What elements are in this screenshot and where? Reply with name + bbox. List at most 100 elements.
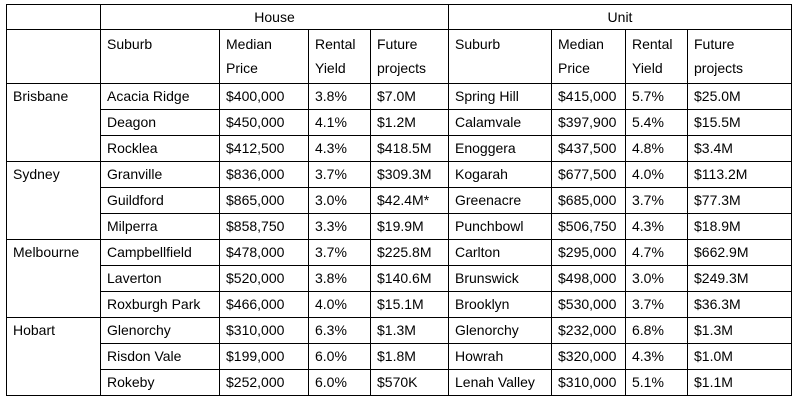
house-suburb-cell: Acacia Ridge [100,83,220,110]
house-median-price-cell: $199,000 [219,343,309,370]
house-rental-yield-cell: 4.1% [308,109,371,136]
unit-future-projects-cell: $1.3M [687,317,792,344]
house-future-projects-cell: $570K [370,369,449,396]
house-future-projects-cell: $225.8M [370,239,449,266]
unit-median-price-cell: $415,000 [551,83,626,110]
unit-suburb-cell: Greenacre [448,187,552,214]
unit-median-price-cell: $685,000 [551,187,626,214]
table-row: Rocklea $412,500 4.3% $418.5M Enoggera $437,5… [7,135,792,162]
table-row: Milperra $858,750 3.3% $19.9M Punchbowl $506,… [7,213,792,240]
house-suburb-cell: Laverton [100,265,220,292]
unit-rental-yield-cell: 4.0% [625,161,688,188]
unit-group-header: Unit [448,4,792,30]
house-suburb-cell: Campbellfield [100,239,220,266]
house-future-projects-cell: $19.9M [370,213,449,240]
table-row: Roxburgh Park $466,000 4.0% $15.1M Brooklyn $… [7,291,792,318]
house-rental-yield-cell: 4.3% [308,135,371,162]
unit-rental-yield-header: Rental Yield [625,29,688,84]
house-rental-yield-cell: 6.0% [308,343,371,370]
house-future-projects-header: Future projects [370,29,449,84]
unit-future-projects-cell: $77.3M [687,187,792,214]
unit-rental-yield-cell: 3.0% [625,265,688,292]
house-future-projects-cell: $42.4M* [370,187,449,214]
unit-median-price-cell: $506,750 [551,213,626,240]
unit-suburb-cell: Punchbowl [448,213,552,240]
house-future-projects-cell: $1.8M [370,343,449,370]
house-median-price-cell: $412,500 [219,135,309,162]
table-row: Hobart Glenorchy $310,000 6.3% $1.3M Glenorch… [6,317,792,396]
table-row: Risdon Vale $199,000 6.0% $1.8M Howrah $320,0… [7,343,792,370]
house-future-projects-cell: $1.3M [370,317,449,344]
unit-rental-yield-cell: 5.7% [625,83,688,110]
house-median-price-header: Median Price [219,29,309,84]
house-rental-yield-cell: 6.3% [308,317,371,344]
unit-suburb-cell: Kogarah [448,161,552,188]
house-suburb-cell: Roxburgh Park [100,291,220,318]
unit-median-price-cell: $498,000 [551,265,626,292]
unit-future-projects-cell: $1.0M [687,343,792,370]
house-future-projects-cell: $1.2M [370,109,449,136]
unit-rental-yield-cell: 6.8% [625,317,688,344]
unit-rental-yield-cell: 5.1% [625,369,688,396]
unit-future-projects-cell: $113.2M [687,161,792,188]
unit-rental-yield-cell: 4.8% [625,135,688,162]
group-header-row: House Unit [6,4,792,30]
unit-future-projects-cell: $36.3M [687,291,792,318]
house-median-price-cell: $466,000 [219,291,309,318]
city-cell: Melbourne [6,239,101,318]
house-suburb-cell: Risdon Vale [100,343,220,370]
unit-rental-yield-cell: 3.7% [625,291,688,318]
unit-median-price-cell: $320,000 [551,343,626,370]
house-rental-yield-cell: 3.3% [308,213,371,240]
unit-future-projects-cell: $662.9M [687,239,792,266]
unit-future-projects-cell: $25.0M [687,83,792,110]
unit-rental-yield-cell: 5.4% [625,109,688,136]
house-suburb-cell: Deagon [100,109,220,136]
unit-median-price-cell: $232,000 [551,317,626,344]
property-table: House Unit Suburb Median Price Rental Yiel… [6,4,792,396]
house-future-projects-cell: $309.3M [370,161,449,188]
unit-future-projects-header: Future projects [687,29,792,84]
corner-cell [6,4,101,30]
table-row: Laverton $520,000 3.8% $140.6M Brunswick $498… [7,265,792,292]
unit-median-price-cell: $530,000 [551,291,626,318]
house-future-projects-cell: $418.5M [370,135,449,162]
house-median-price-cell: $450,000 [219,109,309,136]
house-rental-yield-cell: 3.0% [308,187,371,214]
table-row: Rokeby $252,000 6.0% $570K Lenah Valley $310,… [7,369,792,396]
unit-future-projects-cell: $18.9M [687,213,792,240]
city-cell: Sydney [6,161,101,240]
unit-median-price-cell: $437,500 [551,135,626,162]
house-median-price-cell: $252,000 [219,369,309,396]
house-future-projects-cell: $15.1M [370,291,449,318]
unit-median-price-cell: $677,500 [551,161,626,188]
house-median-price-cell: $836,000 [219,161,309,188]
column-header-row: Suburb Median Price Rental Yield Future pro… [6,29,792,84]
house-median-price-cell: $858,750 [219,213,309,240]
house-median-price-cell: $478,000 [219,239,309,266]
house-future-projects-cell: $7.0M [370,83,449,110]
unit-median-price-cell: $295,000 [551,239,626,266]
house-median-price-cell: $310,000 [219,317,309,344]
unit-suburb-header: Suburb [448,29,552,84]
house-median-price-cell: $520,000 [219,265,309,292]
unit-rental-yield-cell: 3.7% [625,187,688,214]
house-suburb-cell: Granville [100,161,220,188]
table-row: Brisbane Acacia Ridge $400,000 3.8% $7.0M Spr… [6,83,792,162]
house-suburb-cell: Guildford [100,187,220,214]
house-suburb-cell: Rokeby [100,369,220,396]
city-cell: Hobart [6,317,101,396]
house-rental-yield-cell: 3.7% [308,239,371,266]
unit-suburb-cell: Howrah [448,343,552,370]
unit-suburb-cell: Glenorchy [448,317,552,344]
unit-median-price-cell: $310,000 [551,369,626,396]
house-rental-yield-cell: 3.7% [308,161,371,188]
house-rental-yield-cell: 6.0% [308,369,371,396]
unit-median-price-cell: $397,900 [551,109,626,136]
house-rental-yield-cell: 3.8% [308,265,371,292]
table-row: Deagon $450,000 4.1% $1.2M Calamvale $397,900… [7,109,792,136]
house-median-price-cell: $400,000 [219,83,309,110]
house-suburb-cell: Milperra [100,213,220,240]
house-group-header: House [100,4,449,30]
house-rental-yield-cell: 4.0% [308,291,371,318]
